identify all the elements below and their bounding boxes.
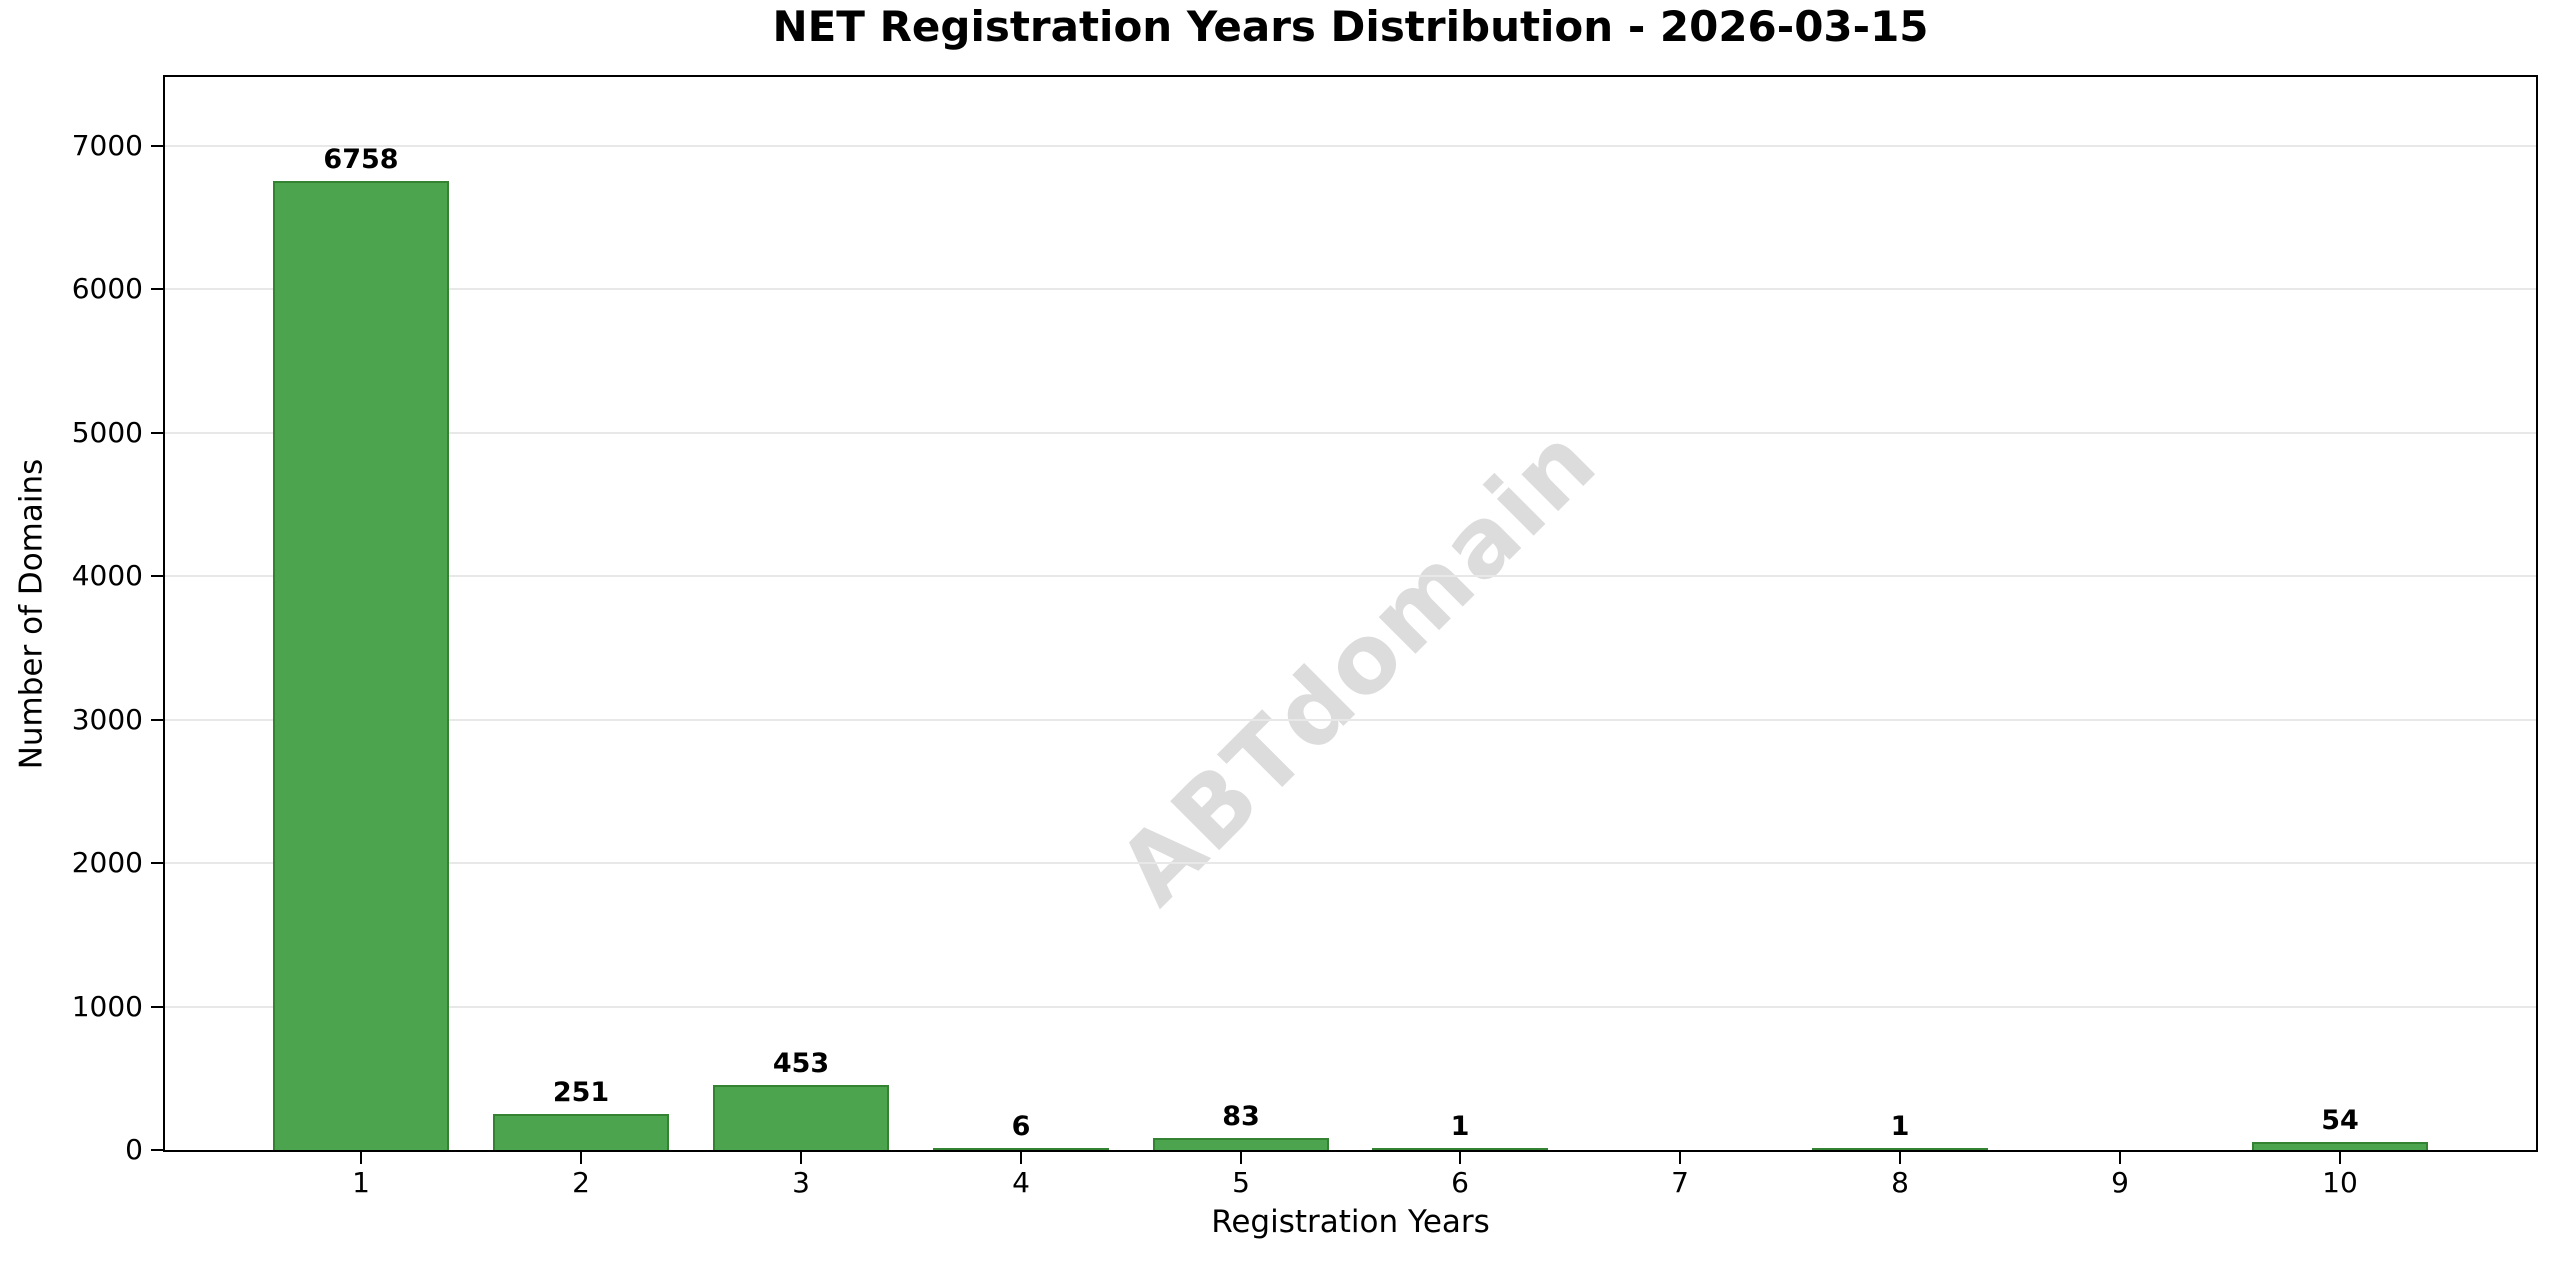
x-tick-mark bbox=[1679, 1152, 1681, 1164]
y-tick-label: 2000 bbox=[71, 846, 143, 880]
x-tick-mark bbox=[800, 1152, 802, 1164]
x-tick-label: 1 bbox=[352, 1166, 370, 1199]
gridline bbox=[165, 144, 2536, 147]
x-tick-label: 9 bbox=[2111, 1166, 2129, 1199]
bar-value-label: 83 bbox=[1222, 1101, 1260, 1132]
y-tick-label: 7000 bbox=[71, 128, 143, 162]
x-tick-label: 7 bbox=[1671, 1166, 1689, 1199]
x-tick-label: 8 bbox=[1891, 1166, 1909, 1199]
y-tick-mark bbox=[151, 862, 163, 865]
y-tick-mark bbox=[151, 575, 163, 578]
bar bbox=[713, 1085, 889, 1150]
x-tick-label: 3 bbox=[792, 1166, 810, 1199]
y-tick-label: 4000 bbox=[71, 559, 143, 593]
gridline bbox=[165, 718, 2536, 721]
y-tick-mark bbox=[151, 1149, 163, 1151]
bar bbox=[933, 1148, 1109, 1150]
x-tick-label: 4 bbox=[1012, 1166, 1030, 1199]
bar bbox=[273, 181, 449, 1150]
bar-value-label: 1 bbox=[1450, 1111, 1470, 1142]
x-tick-label: 2 bbox=[572, 1166, 590, 1199]
x-tick-mark bbox=[1020, 1152, 1022, 1164]
x-tick-mark bbox=[1240, 1152, 1242, 1164]
x-tick-mark bbox=[360, 1152, 362, 1164]
watermark: ABTdomain bbox=[1098, 406, 1618, 926]
y-tick-label: 0 bbox=[125, 1133, 143, 1166]
x-tick-label: 6 bbox=[1451, 1166, 1469, 1199]
x-tick-label: 5 bbox=[1232, 1166, 1250, 1199]
plot-area: ABTdomain 6758 251 453 6 83 1 1 54 bbox=[163, 75, 2538, 1152]
y-tick-mark bbox=[151, 718, 163, 721]
y-tick-label: 1000 bbox=[71, 989, 143, 1023]
y-tick-mark bbox=[151, 144, 163, 147]
bar bbox=[2252, 1142, 2428, 1150]
bar-value-label: 1 bbox=[1890, 1111, 1910, 1142]
gridline bbox=[165, 575, 2536, 578]
bar bbox=[1812, 1148, 1988, 1150]
x-tick-mark bbox=[580, 1152, 582, 1164]
bar-value-label: 453 bbox=[772, 1048, 830, 1079]
bar bbox=[1153, 1138, 1329, 1150]
chart-title: NET Registration Years Distribution - 20… bbox=[772, 2, 1929, 51]
bar-value-label: 6758 bbox=[323, 144, 399, 175]
y-tick-mark bbox=[151, 431, 163, 434]
bar-value-label: 6 bbox=[1011, 1111, 1031, 1142]
x-tick-mark bbox=[1899, 1152, 1901, 1164]
bar bbox=[493, 1114, 669, 1150]
bar-value-label: 251 bbox=[552, 1077, 610, 1108]
bar bbox=[1372, 1148, 1548, 1150]
x-tick-label: 10 bbox=[2322, 1166, 2358, 1199]
x-tick-mark bbox=[2119, 1152, 2121, 1164]
y-tick-mark bbox=[151, 1005, 163, 1008]
gridline bbox=[165, 862, 2536, 865]
gridline bbox=[165, 1005, 2536, 1008]
x-axis-label: Registration Years bbox=[1211, 1204, 1490, 1240]
y-tick-label: 3000 bbox=[71, 702, 143, 736]
gridline bbox=[165, 288, 2536, 291]
y-tick-mark bbox=[151, 288, 163, 291]
y-tick-label: 6000 bbox=[71, 272, 143, 306]
x-tick-mark bbox=[2339, 1152, 2341, 1164]
bar-value-label: 54 bbox=[2321, 1105, 2359, 1136]
gridline bbox=[165, 431, 2536, 434]
x-tick-mark bbox=[1459, 1152, 1461, 1164]
y-tick-label: 5000 bbox=[71, 415, 143, 449]
